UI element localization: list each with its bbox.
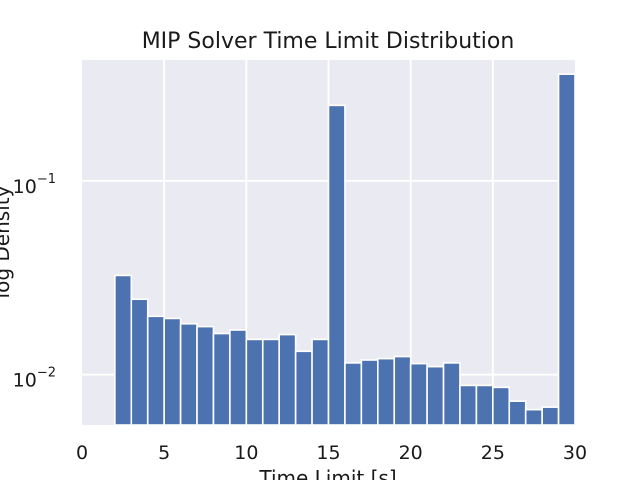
- histogram-bar: [557, 73, 576, 426]
- histogram-bar: [146, 315, 165, 426]
- histogram-bar: [294, 350, 313, 426]
- histogram-bar: [442, 362, 461, 426]
- histogram-bar: [130, 298, 149, 426]
- histogram-bar: [344, 362, 363, 426]
- histogram-bar: [229, 329, 248, 426]
- histogram-bar: [475, 384, 494, 426]
- histogram-bar: [278, 333, 297, 426]
- histogram-bar: [492, 386, 511, 426]
- histogram-bar: [179, 322, 198, 426]
- histogram-bar: [459, 384, 478, 426]
- x-axis-ticks: 0 5 10 15 20 25 30: [76, 442, 587, 464]
- x-tick-label: 25: [481, 442, 505, 464]
- x-tick-label: 0: [76, 442, 88, 464]
- histogram-bar: [426, 365, 445, 426]
- x-tick-label: 15: [316, 442, 340, 464]
- histogram-bar: [393, 355, 412, 426]
- histogram-bar: [409, 362, 428, 426]
- y-tick-label: 10−1: [13, 172, 56, 198]
- x-tick-label: 20: [399, 442, 423, 464]
- histogram-bar: [212, 332, 231, 426]
- histogram-bar: [261, 338, 280, 426]
- histogram-bar: [376, 357, 396, 426]
- x-tick-label: 5: [158, 442, 170, 464]
- histogram-bar: [541, 406, 560, 426]
- y-tick-label: 10−2: [13, 366, 56, 392]
- histogram-bar: [327, 104, 346, 426]
- x-axis-label: Time Limit [s]: [258, 466, 396, 480]
- y-axis-ticks: 10−2 10−1: [13, 172, 56, 392]
- histogram-bar: [163, 317, 182, 426]
- chart-title: MIP Solver Time Limit Distribution: [142, 29, 515, 54]
- x-tick-label: 10: [234, 442, 258, 464]
- histogram-bar: [360, 359, 379, 426]
- histogram-bar: [114, 274, 133, 426]
- histogram-bar: [196, 325, 215, 426]
- x-tick-label: 30: [563, 442, 587, 464]
- histogram-bar: [524, 408, 543, 426]
- histogram-bar: [508, 400, 527, 426]
- histogram-bar: [245, 338, 264, 426]
- histogram-bar: [311, 338, 330, 426]
- y-axis-label: log Density: [0, 185, 14, 298]
- histogram-bars: [114, 73, 576, 426]
